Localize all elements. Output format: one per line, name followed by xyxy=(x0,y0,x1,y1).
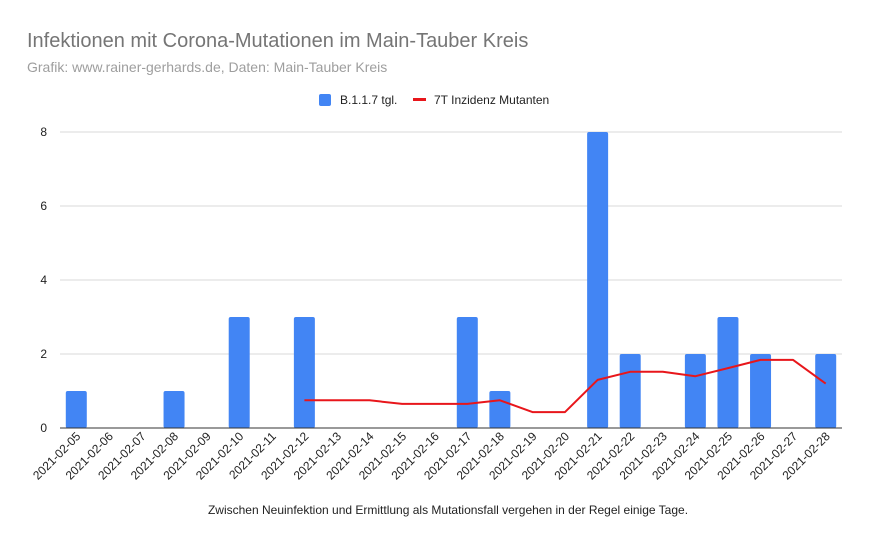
legend: B.1.1.7 tgl. 7T Inzidenz Mutanten xyxy=(319,93,549,107)
bar xyxy=(815,354,837,428)
bar xyxy=(456,317,478,428)
bar xyxy=(619,354,641,428)
y-axis-ticks: 0 2 4 6 8 xyxy=(40,125,47,435)
bar xyxy=(65,391,87,428)
x-axis-ticks: 2021-02-052021-02-062021-02-072021-02-08… xyxy=(30,429,833,483)
gridlines xyxy=(60,131,842,355)
bar xyxy=(163,391,185,428)
legend-swatch-bars xyxy=(319,94,331,106)
y-tick-label: 0 xyxy=(40,421,47,435)
y-tick-label: 4 xyxy=(40,273,47,287)
bar xyxy=(293,317,315,428)
chart-subtitle: Grafik: www.rainer-gerhards.de, Daten: M… xyxy=(27,59,387,75)
bar-series xyxy=(65,132,837,428)
bar xyxy=(717,317,739,428)
chart-title: Infektionen mit Corona-Mutationen im Mai… xyxy=(27,30,528,52)
bar xyxy=(750,354,772,428)
legend-label-bars: B.1.1.7 tgl. xyxy=(340,93,397,107)
legend-label-line: 7T Inzidenz Mutanten xyxy=(434,93,549,107)
bar xyxy=(684,354,706,428)
bar xyxy=(587,132,609,428)
incidence-line xyxy=(304,358,827,414)
chart-footnote: Zwischen Neuinfektion und Ermittlung als… xyxy=(208,503,688,517)
y-tick-label: 8 xyxy=(40,125,47,139)
y-tick-label: 6 xyxy=(40,199,47,213)
bar xyxy=(228,317,250,428)
bar xyxy=(489,391,511,428)
y-tick-label: 2 xyxy=(40,347,47,361)
legend-swatch-line xyxy=(413,98,426,101)
